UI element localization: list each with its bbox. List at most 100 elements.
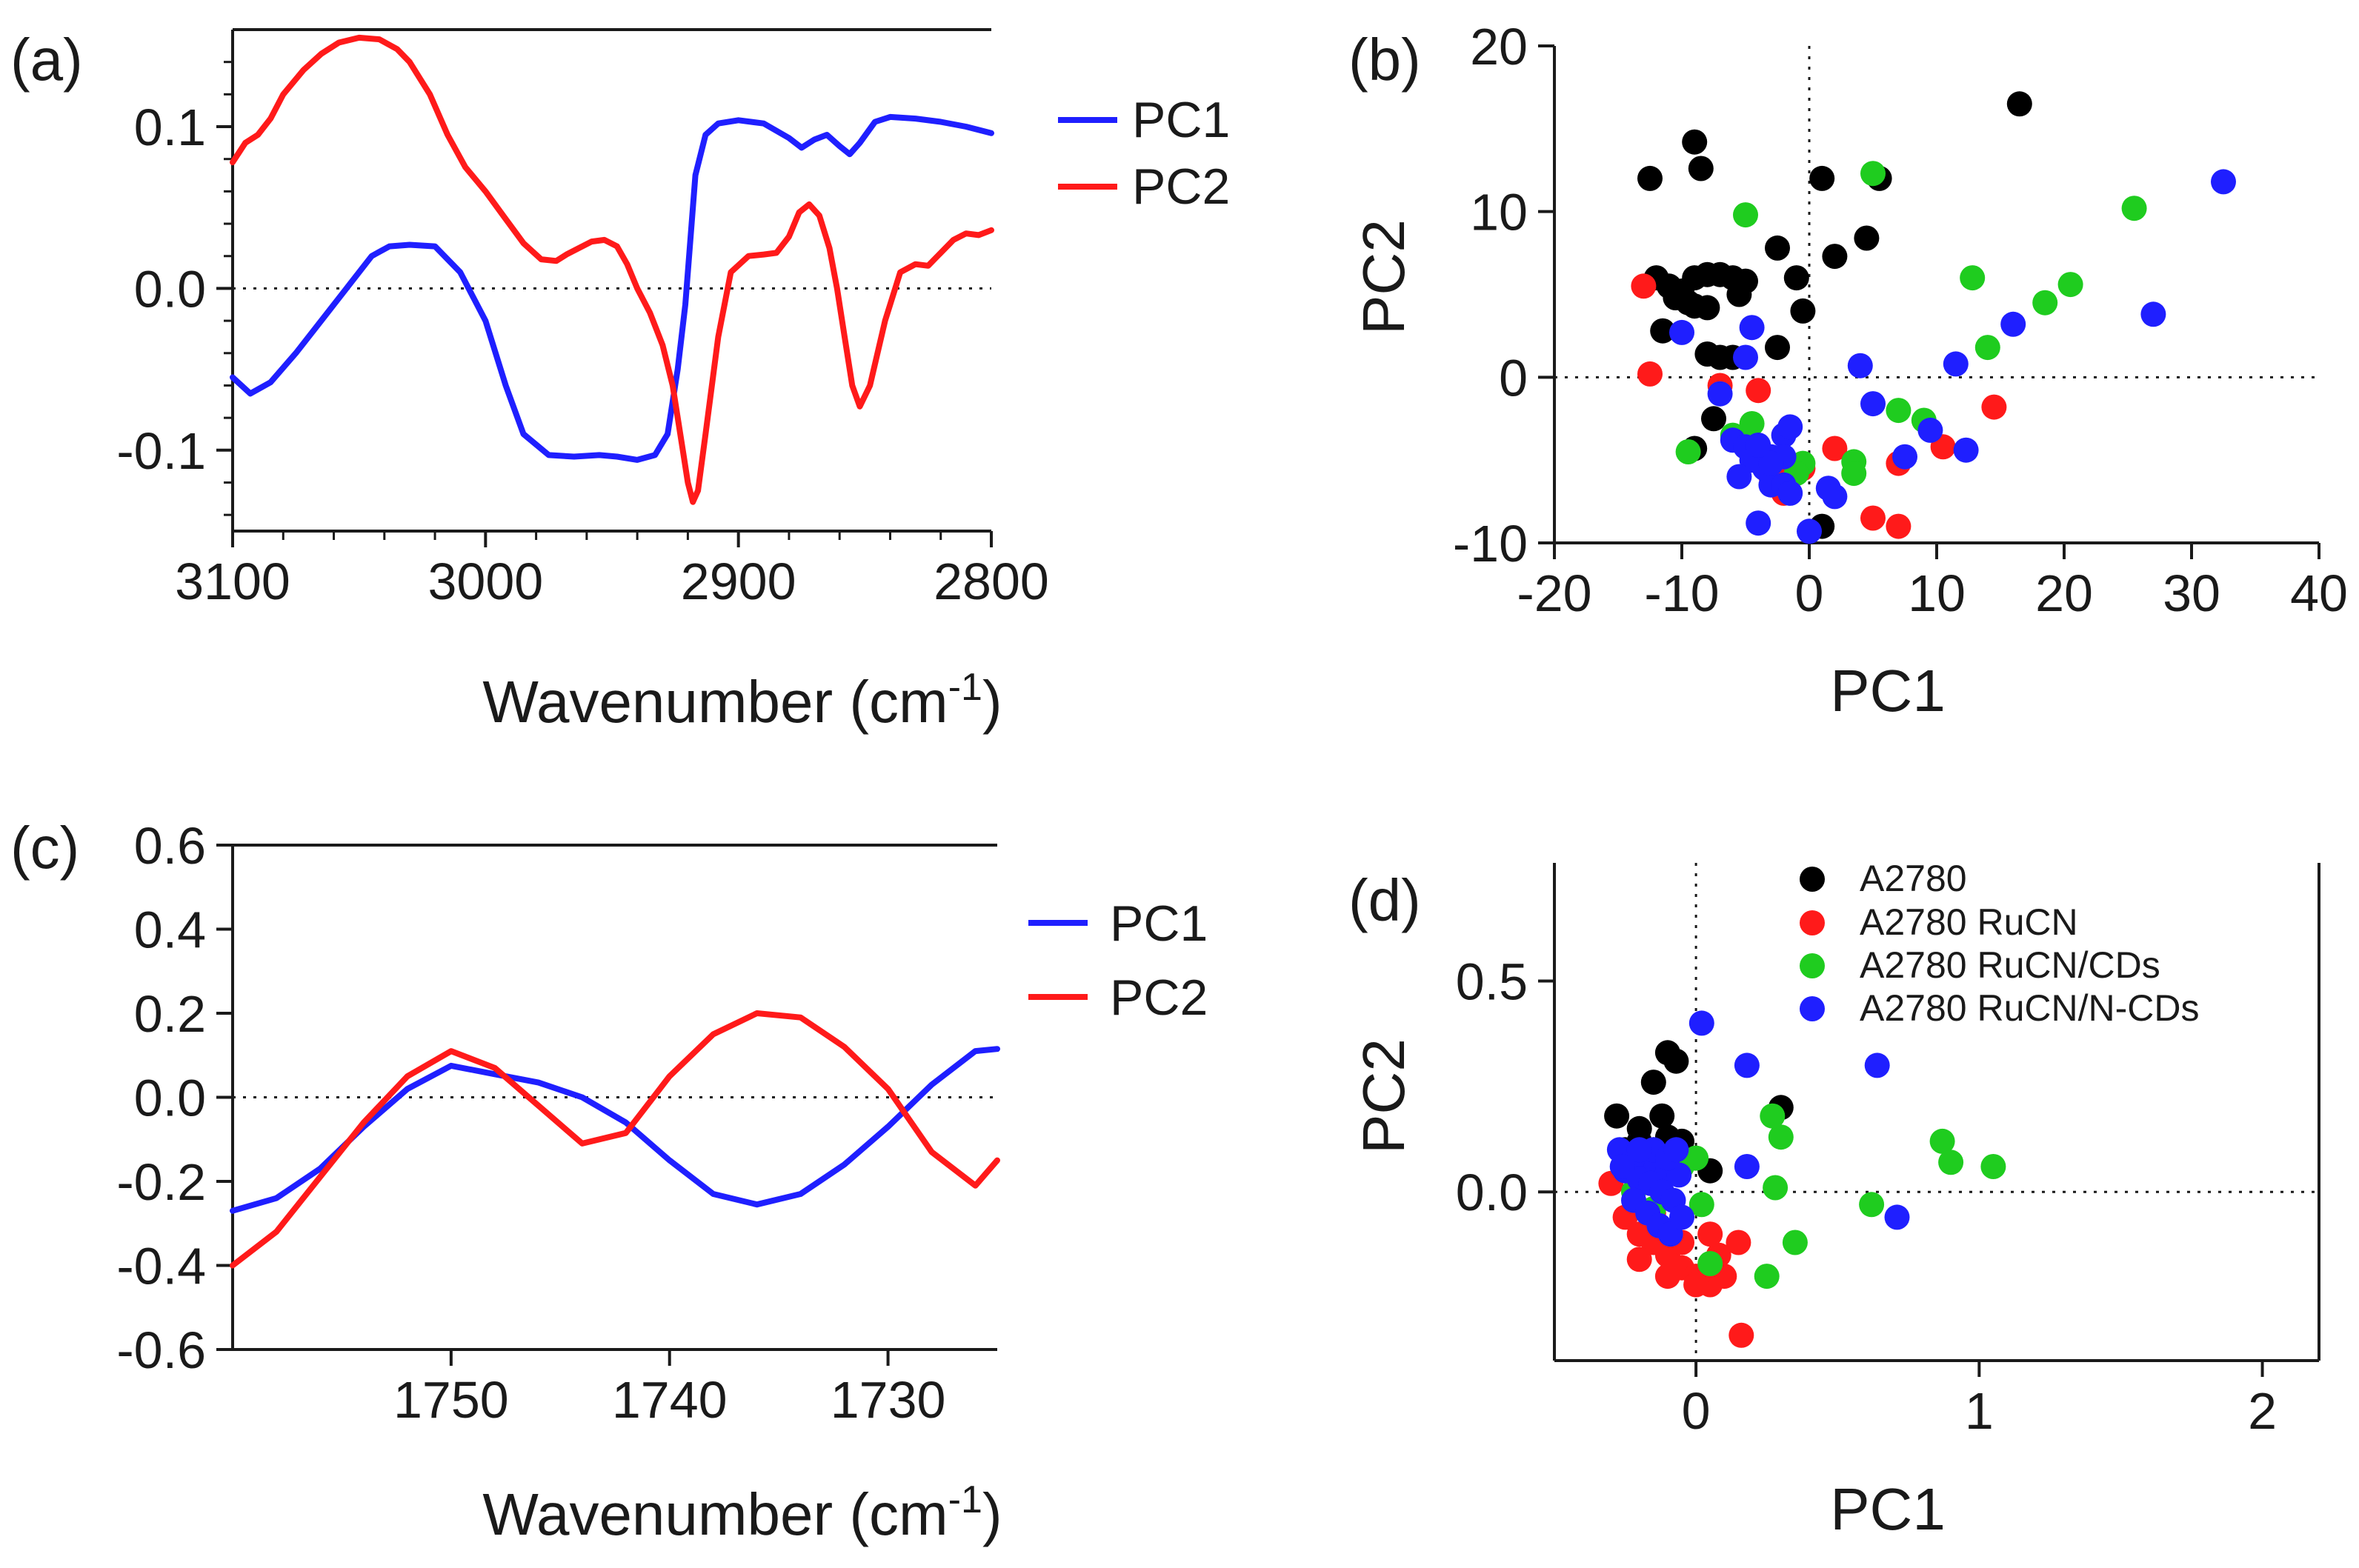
scatter-point-a2780-b: [1726, 281, 1752, 307]
y-tick-label-c: -0.2: [116, 1153, 206, 1211]
scatter-point-a2780-rucn-d: [1654, 1264, 1680, 1290]
x-tick-label-b: 10: [1908, 564, 1966, 622]
legend-a-label-pc2: PC2: [1132, 159, 1230, 215]
scatter-point-a2780-rucn-n-cds-d: [1864, 1052, 1890, 1078]
scatter-point-a2780-b: [1765, 235, 1790, 261]
scatter-point-a2780-rucn-n-cds-d: [1609, 1154, 1635, 1179]
scatter-point-a2780-rucn-cds-d: [1768, 1124, 1794, 1150]
scatter-point-a2780-rucn-cds-d: [1938, 1150, 1964, 1175]
scatter-point-a2780-rucn-n-cds-b: [1758, 450, 1784, 476]
scatter-point-a2780-rucn-n-cds-b: [1777, 414, 1803, 440]
scatter-point-a2780-b: [1790, 298, 1816, 324]
y-tick-label-a: -0.1: [116, 422, 206, 480]
scatter-point-a2780-rucn-n-cds-d: [1626, 1137, 1652, 1163]
y-tick-label-c: 0.4: [134, 901, 206, 959]
scatter-point-a2780-rucn-n-cds-b: [1797, 518, 1822, 544]
series-line-pc2-c: [230, 1010, 1000, 1269]
legend-c-label-pc1: PC1: [1110, 895, 1208, 952]
scatter-point-a2780-rucn-cds-b: [1841, 461, 1867, 487]
y-tick-label-a: 0.1: [134, 99, 206, 156]
scatter-point-a2780-rucn-n-cds-d: [1884, 1204, 1910, 1230]
scatter-point-a2780-b: [1783, 265, 1809, 291]
x-axis-title-d: PC1: [1830, 1476, 1946, 1542]
y-axis-title-b: PC2: [1351, 219, 1417, 335]
x-axis-title-b: PC1: [1830, 658, 1946, 724]
scatter-point-a2780-rucn-n-cds-b: [1892, 444, 1917, 470]
scatter-point-a2780-b: [1688, 156, 1714, 181]
legend-d-label-a2780: A2780: [1860, 858, 1967, 899]
scatter-point-a2780-rucn-n-cds-d: [1734, 1052, 1760, 1078]
scatter-point-a2780-rucn-d: [1626, 1247, 1652, 1272]
x-tick-label-a: 2800: [934, 553, 1049, 610]
scatter-point-a2780-rucn-n-cds-b: [1726, 464, 1752, 490]
scatter-point-a2780-b: [2006, 91, 2032, 117]
x-tick-label-b: 30: [2163, 564, 2220, 622]
scatter-point-a2780-rucn-cds-d: [1782, 1230, 1808, 1255]
scatter-point-a2780-d: [1640, 1070, 1666, 1095]
scatter-point-a2780-rucn-n-cds-d: [1734, 1154, 1760, 1179]
scatter-point-a2780-rucn-cds-b: [2057, 272, 2083, 298]
scatter-point-a2780-rucn-b: [1637, 361, 1663, 387]
y-tick-label-d: 0.5: [1456, 953, 1528, 1010]
scatter-point-a2780-rucn-cds-d: [1980, 1154, 2006, 1179]
scatter-point-a2780-rucn-cds-b: [2032, 290, 2058, 316]
scatter-point-a2780-b: [1682, 129, 1708, 155]
scatter-point-a2780-rucn-cds-d: [1754, 1264, 1780, 1290]
y-tick-label-c: -0.6: [116, 1321, 206, 1379]
scatter-point-a2780-b: [1637, 165, 1663, 191]
scatter-point-a2780-rucn-n-cds-b: [1777, 480, 1803, 506]
scatter-point-a2780-rucn-cds-b: [1960, 265, 1986, 291]
scatter-point-a2780-rucn-n-cds-b: [1860, 391, 1886, 417]
x-tick-label-c: 1730: [831, 1371, 946, 1429]
scatter-point-a2780-rucn-cds-b: [1733, 202, 1758, 228]
legend-d-marker-rucn: [1800, 910, 1825, 935]
scatter-point-a2780-rucn-cds-d: [1929, 1128, 1955, 1154]
scatter-point-a2780-rucn-cds-d: [1859, 1192, 1885, 1218]
scatter-point-a2780-rucn-b: [1631, 273, 1657, 299]
x-tick-label-b: 0: [1795, 564, 1824, 622]
scatter-point-a2780-rucn-b: [1860, 505, 1886, 531]
x-tick-label-b: -20: [1517, 564, 1591, 622]
scatter-point-a2780-rucn-cds-d: [1763, 1175, 1789, 1201]
scatter-point-a2780-rucn-cds-b: [1739, 411, 1765, 436]
panel-label-c: (c): [10, 815, 79, 881]
scatter-point-a2780-rucn-n-cds-d: [1663, 1137, 1689, 1163]
scatter-point-a2780-rucn-n-cds-d: [1669, 1204, 1694, 1230]
y-tick-label-c: 0.6: [134, 817, 206, 875]
scatter-point-a2780-rucn-n-cds-b: [1739, 315, 1765, 341]
scatter-point-a2780-rucn-cds-b: [2121, 196, 2147, 221]
x-axis-title-a: Wavenumber (cm-1): [482, 666, 1002, 735]
scatter-point-a2780-rucn-n-cds-b: [1733, 344, 1758, 370]
y-tick-label-a: 0.0: [134, 260, 206, 318]
scatter-point-a2780-rucn-d: [1683, 1272, 1709, 1298]
scatter-point-a2780-rucn-n-cds-b: [2140, 301, 2166, 327]
series-line-pc1-c: [230, 1046, 1000, 1214]
scatter-point-a2780-d: [1663, 1048, 1689, 1074]
scatter-point-a2780-rucn-b: [1746, 378, 1771, 404]
legend-a-label-pc1: PC1: [1132, 92, 1230, 148]
y-axis-title-d: PC2: [1351, 1038, 1417, 1154]
y-tick-label-b: -10: [1453, 515, 1528, 573]
legend-c-label-pc2: PC2: [1110, 970, 1208, 1026]
scatter-point-a2780-rucn-n-cds-b: [1943, 351, 1969, 377]
x-tick-label-d: 2: [2248, 1382, 2277, 1440]
scatter-point-a2780-rucn-cds-b: [1860, 161, 1886, 187]
scatter-point-a2780-rucn-n-cds-b: [1669, 319, 1694, 345]
scatter-point-a2780-rucn-n-cds-b: [2211, 169, 2236, 195]
series-line-pc2-a: [230, 34, 994, 505]
scatter-point-a2780-rucn-d: [1729, 1322, 1754, 1348]
plot-area-d: 0 1 2 0.5 0.0: [1456, 863, 2320, 1440]
y-tick-label-b: 10: [1470, 184, 1528, 241]
scatter-point-a2780-rucn-n-cds-b: [1822, 484, 1848, 510]
scatter-point-a2780-rucn-cds-b: [1675, 439, 1701, 464]
panel-label-a: (a): [10, 27, 83, 93]
legend-a: PC1 PC2: [1058, 92, 1230, 215]
legend-d-marker-a2780: [1800, 867, 1825, 892]
x-tick-label-c: 1750: [393, 1371, 509, 1429]
scatter-point-a2780-rucn-b: [1822, 436, 1848, 461]
scatter-point-a2780-rucn-n-cds-b: [1847, 353, 1873, 378]
legend-d-marker-rucn-ncds: [1800, 996, 1825, 1021]
scatter-point-a2780-rucn-n-cds-b: [2000, 311, 2026, 337]
scatter-point-a2780-rucn-d: [1726, 1230, 1751, 1255]
